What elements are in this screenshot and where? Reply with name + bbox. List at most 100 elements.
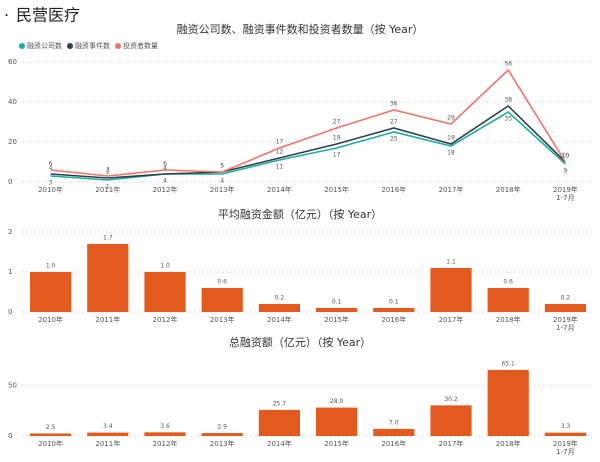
x-tick-label-line: 1-7月 <box>556 194 574 202</box>
data-label: 10 <box>562 153 570 160</box>
x-tick-label-line: 1-7月 <box>556 448 574 456</box>
y-tick-label: 0 <box>8 432 12 440</box>
x-tick-label-line: 1-7月 <box>556 324 574 332</box>
bar <box>487 369 529 436</box>
bar <box>430 405 472 436</box>
legend-label: 融资事件数 <box>75 41 110 50</box>
x-tick-label: 2013年 <box>210 185 235 194</box>
x-tick-label: 2017年 <box>439 185 464 194</box>
data-label: 6 <box>49 161 53 168</box>
header-title: 民营医疗 <box>16 6 80 25</box>
data-label: 12 <box>276 149 284 156</box>
x-tick-label: 2014年 <box>267 185 292 194</box>
bar <box>316 308 358 312</box>
data-label: 18 <box>447 150 455 157</box>
bar <box>373 308 415 312</box>
bar <box>144 272 186 312</box>
x-tick-label: 2019年 1-7月 <box>553 439 578 456</box>
x-tick-label: 2012年 <box>153 439 178 448</box>
x-tick-label: 2015年 <box>324 439 349 448</box>
x-tick-label: 2011年 <box>95 315 120 324</box>
x-tick-label: 2017年 <box>439 439 464 448</box>
bar <box>544 304 586 312</box>
y-tick-label: 50 <box>8 381 17 389</box>
bar <box>487 288 529 312</box>
data-label: 0.6 <box>503 279 513 286</box>
legend-label: 融资公司数 <box>27 41 62 50</box>
bar <box>373 428 415 436</box>
bar <box>30 433 72 436</box>
x-tick-label: 2013年 <box>210 315 235 324</box>
bar <box>544 432 586 436</box>
bar <box>258 409 300 436</box>
x-tick-label: 2012年 <box>153 315 178 324</box>
data-label: 1.1 <box>446 259 456 266</box>
legend-swatch <box>115 43 121 49</box>
data-label: 19 <box>447 135 455 142</box>
data-label: 35 <box>504 116 512 123</box>
data-label: 28.0 <box>330 398 344 405</box>
x-tick-label: 2011年 <box>95 439 120 448</box>
data-label: 1 <box>106 184 110 191</box>
data-label: 1.0 <box>160 263 170 270</box>
data-label: 4 <box>163 165 167 172</box>
data-label: 29 <box>447 115 455 122</box>
data-label: 3.6 <box>160 423 170 430</box>
data-label: 6 <box>163 161 167 168</box>
data-label: 5 <box>220 163 224 170</box>
data-label: 56 <box>504 61 512 68</box>
x-tick-label: 2011年 <box>95 185 120 194</box>
data-label: 0.2 <box>561 295 571 302</box>
x-tick-label: 2016年 <box>381 185 406 194</box>
bar <box>87 432 129 436</box>
legend-label: 投资者数量 <box>123 41 158 50</box>
data-label: 3.4 <box>103 423 113 430</box>
data-label: 25 <box>390 136 398 143</box>
data-label: 9 <box>563 168 567 175</box>
bar <box>201 433 243 436</box>
chart-title: 平均融资金额（亿元）（按 Year） <box>218 207 382 221</box>
x-tick-label: 2014年 <box>267 315 292 324</box>
line <box>50 68 567 177</box>
data-label: 3 <box>49 180 53 187</box>
data-label: 2 <box>106 169 110 176</box>
data-label: 4 <box>163 178 167 185</box>
x-tick-label: 2010年 <box>38 185 63 194</box>
chart-title: 总融资额（亿元）（按 Year） <box>229 335 371 349</box>
x-tick-label: 2019年 1-7月 <box>553 315 578 332</box>
x-tick-label: 2017年 <box>439 315 464 324</box>
x-tick-label: 2016年 <box>381 439 406 448</box>
line <box>50 104 566 179</box>
data-label: 0.6 <box>217 279 227 286</box>
data-label: 2.5 <box>46 424 56 431</box>
legend-swatch <box>67 43 73 49</box>
y-tick-label: 2 <box>8 228 12 236</box>
x-tick-label-line: 2019年 <box>553 315 578 324</box>
x-tick-label-line: 2019年 <box>553 185 578 194</box>
data-label: 1.0 <box>46 263 56 270</box>
bar <box>30 272 72 312</box>
data-label: 17 <box>276 139 284 146</box>
data-label: 27 <box>390 119 398 126</box>
x-tick-label: 2019年 1-7月 <box>553 185 578 202</box>
chart-title: 融资公司数、融资事件数和投资者数量（按 Year） <box>177 22 424 36</box>
data-label: 65.1 <box>502 360 516 367</box>
data-label: 25.7 <box>273 400 287 407</box>
bar <box>258 304 300 312</box>
x-tick-label-line: 2019年 <box>553 439 578 448</box>
data-label: 4 <box>220 178 224 185</box>
x-tick-label: 2010年 <box>38 315 63 324</box>
x-tick-label: 2012年 <box>153 185 178 194</box>
data-label: 0.1 <box>389 299 399 306</box>
y-tick-label: 0 <box>8 308 12 316</box>
data-label: 7.0 <box>389 419 399 426</box>
y-tick-label: 20 <box>8 138 17 146</box>
data-label: 3.3 <box>561 423 571 430</box>
data-label: 11 <box>276 164 284 171</box>
data-label: 27 <box>333 119 341 126</box>
x-tick-label: 2015年 <box>324 185 349 194</box>
data-label: 1.7 <box>103 235 113 242</box>
y-tick-label: 0 <box>8 178 12 186</box>
bar <box>430 268 472 312</box>
